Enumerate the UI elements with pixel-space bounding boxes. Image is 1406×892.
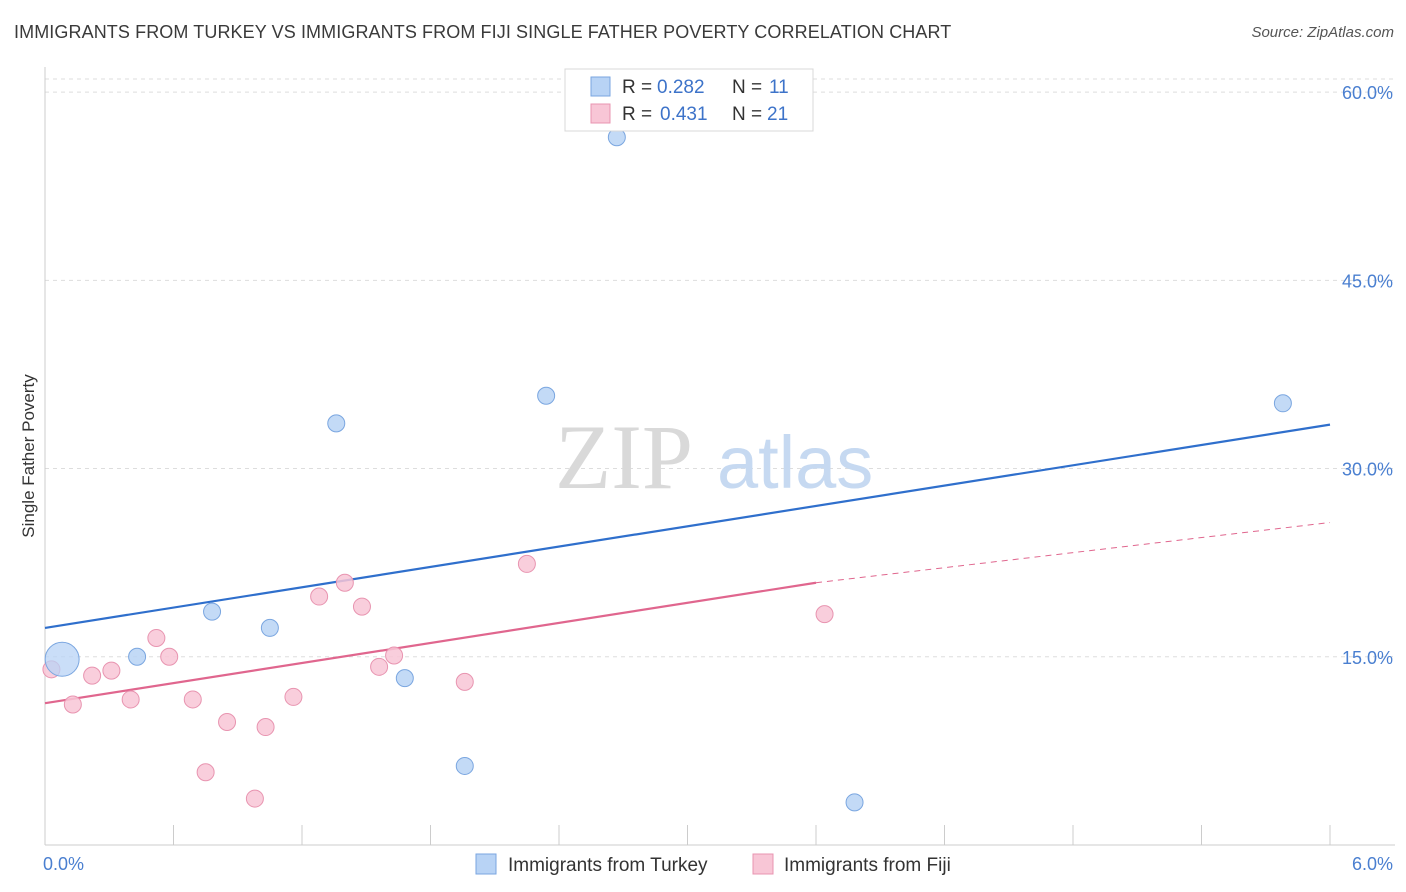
legend-r-value-fiji: 0.431: [660, 104, 708, 125]
legend-r-value-turkey: 0.282: [657, 77, 705, 98]
point-fiji-15: [352, 597, 371, 616]
point-fiji-9: [218, 713, 237, 732]
point-fiji-11: [256, 718, 275, 737]
point-fiji-16: [370, 657, 389, 676]
watermark: ZIP atlas: [555, 406, 873, 508]
point-fiji-4: [121, 690, 140, 709]
data-points: [42, 128, 1292, 812]
point-turkey-7: [537, 386, 556, 405]
point-turkey-6: [455, 756, 474, 775]
tick-labels: 15.0% 30.0% 45.0% 60.0% 0.0% 6.0%: [43, 83, 1393, 874]
y-tick-label-3: 60.0%: [1342, 83, 1393, 103]
trend-line-fiji: [44, 581, 817, 705]
point-fiji-5: [147, 628, 166, 647]
bottom-legend-label-turkey: Immigrants from Turkey: [508, 855, 708, 876]
legend-n-label-turkey: N =: [732, 77, 762, 98]
point-turkey-10: [1273, 394, 1292, 413]
legend-swatch-turkey: [590, 76, 611, 97]
point-fiji-8: [196, 763, 215, 782]
series-legend: Immigrants from Turkey Immigrants from F…: [475, 853, 951, 876]
point-turkey-9: [845, 793, 864, 812]
point-turkey-3: [260, 618, 279, 637]
legend-n-value-turkey: 11: [769, 77, 789, 98]
bottom-legend-swatch-fiji: [752, 853, 774, 875]
legend-r-label-fiji: R =: [622, 104, 652, 125]
point-fiji-19: [517, 554, 536, 573]
y-tick-label-0: 15.0%: [1342, 648, 1393, 668]
point-fiji-7: [183, 690, 202, 709]
source-label: Source: ZipAtlas.com: [1251, 24, 1394, 41]
watermark-zip: ZIP: [555, 406, 693, 508]
point-fiji-2: [83, 666, 102, 685]
legend-n-label-fiji: N =: [732, 104, 762, 125]
point-fiji-10: [245, 789, 264, 808]
trend-lines: [44, 423, 1331, 705]
y-tick-label-1: 30.0%: [1342, 460, 1393, 480]
point-fiji-6: [160, 647, 179, 666]
axes: [44, 67, 1395, 846]
watermark-atlas: atlas: [717, 421, 873, 504]
bottom-legend-swatch-turkey: [475, 853, 497, 875]
trend-line-fiji-extension: [815, 522, 1331, 584]
point-turkey-2: [203, 602, 222, 621]
y-axis-label: Single Father Poverty: [19, 374, 38, 538]
x-tick-label-1: 6.0%: [1352, 854, 1393, 874]
point-fiji-3: [102, 661, 121, 680]
bottom-legend-label-fiji: Immigrants from Fiji: [784, 855, 951, 876]
point-fiji-14: [335, 573, 354, 592]
point-fiji-20: [815, 605, 834, 624]
stats-legend: R = 0.282 N = 11 R = 0.431 N = 21: [564, 68, 814, 132]
trend-line-turkey: [44, 423, 1331, 629]
point-fiji-12: [284, 687, 303, 706]
point-turkey-4: [327, 414, 346, 433]
point-fiji-13: [310, 587, 329, 606]
point-turkey-1: [128, 647, 147, 666]
legend-swatch-fiji: [590, 103, 611, 124]
grid-lines: [45, 78, 1395, 658]
point-turkey-0: [44, 641, 80, 677]
y-tick-label-2: 45.0%: [1342, 271, 1393, 291]
x-tick-label-0: 0.0%: [43, 854, 84, 874]
legend-r-label-turkey: R =: [622, 77, 652, 98]
point-fiji-17: [385, 646, 404, 665]
legend-n-value-fiji: 21: [767, 104, 788, 125]
chart-title: IMMIGRANTS FROM TURKEY VS IMMIGRANTS FRO…: [14, 22, 952, 42]
point-turkey-5: [395, 669, 414, 688]
point-fiji-18: [455, 672, 474, 691]
point-fiji-1: [63, 695, 82, 714]
